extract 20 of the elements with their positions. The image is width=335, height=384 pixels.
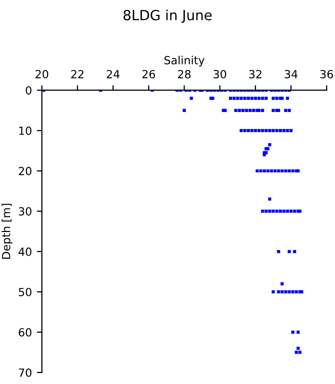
x-tick-label: 28	[178, 70, 191, 78]
y-tick-label: 70	[18, 368, 32, 377]
y-tick-label: 50	[18, 288, 32, 296]
x-tick-label: 24	[106, 70, 120, 78]
y-tick-label: 30	[18, 207, 32, 216]
x-tick-label: 34	[284, 70, 298, 78]
y-tick-label: 40	[18, 247, 32, 256]
y-axis-title: Depth [m]	[2, 204, 12, 259]
x-tick-label: 32	[249, 70, 262, 78]
y-tick-label: 0	[26, 86, 32, 95]
y-tick-label: 20	[18, 166, 32, 176]
x-tick-label: 22	[71, 70, 84, 78]
x-tick-label: 20	[36, 70, 48, 78]
y-tick-label: 60	[18, 328, 32, 337]
y-tick-label: 10	[19, 126, 32, 135]
x-tick-label: 36	[320, 70, 333, 78]
x-axis-title: Salinity	[164, 56, 204, 67]
x-tick-label: 30	[214, 70, 226, 78]
x-tick-label: 26	[142, 70, 156, 78]
chart-title: 8LDG in June	[124, 10, 212, 23]
